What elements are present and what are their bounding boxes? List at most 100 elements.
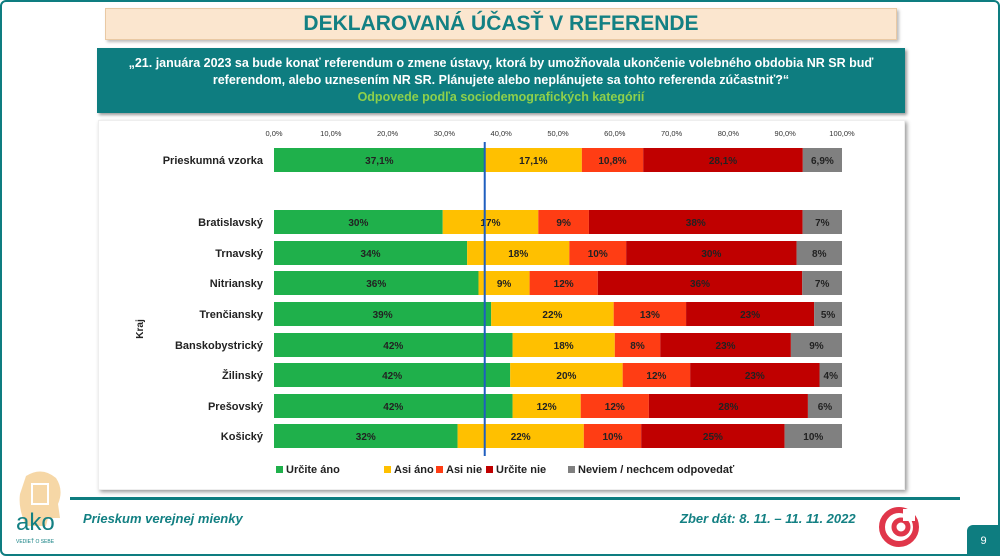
data-label: 30% bbox=[348, 218, 368, 229]
bar-segment bbox=[538, 210, 589, 234]
data-label: 8% bbox=[630, 341, 645, 352]
title-box: DEKLAROVANÁ ÚČASŤ V REFERENDE bbox=[105, 8, 897, 40]
data-label: 18% bbox=[508, 249, 528, 260]
legend-swatch bbox=[436, 466, 443, 473]
bar-segment bbox=[274, 210, 443, 234]
footer-date-range: Zber dát: 8. 11. – 11. 11. 2022 bbox=[680, 511, 856, 526]
data-label: 32% bbox=[356, 432, 376, 443]
bar-segment bbox=[512, 394, 581, 418]
bar-segment bbox=[648, 394, 808, 418]
data-label: 10% bbox=[602, 432, 622, 443]
bar-segment bbox=[274, 424, 458, 448]
bar-segment bbox=[802, 271, 842, 295]
chart-panel: 0,0% 10,0% 20,0% 30,0% 40,0% 50,0% 60,0% 70,0% 8… bbox=[98, 120, 905, 490]
slide-title: DEKLAROVANÁ ÚČASŤ V REFERENDE bbox=[303, 12, 699, 35]
x-tick-label: 60,0% bbox=[604, 129, 626, 138]
bar-segment bbox=[457, 424, 584, 448]
bar-segment bbox=[274, 271, 479, 295]
data-label: 28% bbox=[718, 402, 738, 413]
data-label: 37,1% bbox=[365, 156, 393, 167]
data-label: 17,1% bbox=[519, 156, 547, 167]
bar-segment bbox=[274, 394, 513, 418]
bar-segment bbox=[580, 394, 649, 418]
bar-segment bbox=[274, 363, 511, 387]
bar-segment bbox=[614, 333, 661, 357]
bar-segment bbox=[626, 241, 797, 265]
category-label: Banskobystrický bbox=[175, 340, 264, 352]
data-label: 17% bbox=[481, 218, 501, 229]
bar-segment bbox=[569, 241, 627, 265]
bar-segment bbox=[819, 363, 842, 387]
bar-segment bbox=[796, 241, 842, 265]
data-label: 8% bbox=[812, 249, 827, 260]
data-label: 42% bbox=[382, 371, 402, 382]
subtitle: Odpovede podľa sociodemografických kateg… bbox=[357, 90, 645, 104]
footer-survey-label: Prieskum verejnej mienky bbox=[83, 511, 243, 526]
data-label: 28,1% bbox=[709, 156, 737, 167]
bar-segment bbox=[643, 148, 803, 172]
bar-segment bbox=[588, 210, 803, 234]
bar-segment bbox=[660, 333, 791, 357]
legend-swatch bbox=[568, 466, 575, 473]
legend-label: Asi nie bbox=[446, 464, 482, 476]
data-label: 12% bbox=[537, 402, 557, 413]
data-label: 18% bbox=[554, 341, 574, 352]
data-label: 9% bbox=[809, 341, 824, 352]
group-axis-label: Kraj bbox=[135, 319, 146, 339]
bar-segment bbox=[597, 271, 803, 295]
bar-segment bbox=[686, 302, 815, 326]
data-label: 5% bbox=[821, 310, 836, 321]
data-label: 38% bbox=[686, 218, 706, 229]
bar-segment bbox=[478, 271, 530, 295]
data-label: 4% bbox=[824, 371, 839, 382]
data-label: 23% bbox=[745, 371, 765, 382]
data-label: 25% bbox=[703, 432, 723, 443]
bar-segment bbox=[274, 241, 468, 265]
data-label: 6% bbox=[818, 402, 833, 413]
bar-segment bbox=[622, 363, 691, 387]
data-label: 22% bbox=[542, 310, 562, 321]
x-tick-label: 70,0% bbox=[661, 129, 683, 138]
bar-segment bbox=[802, 210, 842, 234]
data-label: 10,8% bbox=[598, 156, 626, 167]
bar-segment bbox=[581, 148, 644, 172]
ako-logo: ako VEDIEŤ O SEBE bbox=[16, 471, 61, 545]
question-box: „21. januára 2023 sa bude konať referend… bbox=[97, 48, 905, 113]
data-label: 6,9% bbox=[811, 156, 834, 167]
bar-segment bbox=[529, 271, 598, 295]
category-label: Trenčiansky bbox=[199, 309, 263, 321]
bar-segment bbox=[613, 302, 687, 326]
data-label: 39% bbox=[373, 310, 393, 321]
legend-swatch bbox=[486, 466, 493, 473]
x-tick-label: 0,0% bbox=[265, 129, 282, 138]
data-label: 9% bbox=[556, 218, 571, 229]
x-tick-label: 50,0% bbox=[547, 129, 569, 138]
data-label: 42% bbox=[383, 402, 403, 413]
x-tick-label: 20,0% bbox=[377, 129, 399, 138]
data-label: 13% bbox=[640, 310, 660, 321]
data-label: 42% bbox=[383, 341, 403, 352]
bar-segment bbox=[512, 333, 615, 357]
legend-label: Asi áno bbox=[394, 464, 434, 476]
data-label: 7% bbox=[815, 279, 830, 290]
svg-text:ako: ako bbox=[16, 509, 55, 536]
x-tick-label: 100,0% bbox=[829, 129, 855, 138]
category-label: Trnavský bbox=[215, 248, 264, 260]
page-number: 9 bbox=[967, 525, 1000, 556]
data-label: 7% bbox=[815, 218, 830, 229]
data-label: 12% bbox=[554, 279, 574, 290]
x-tick-label: 80,0% bbox=[718, 129, 740, 138]
x-tick-label: 30,0% bbox=[434, 129, 456, 138]
data-label: 34% bbox=[361, 249, 381, 260]
data-label: 10% bbox=[588, 249, 608, 260]
bar-segment bbox=[274, 333, 513, 357]
x-tick-label: 40,0% bbox=[491, 129, 513, 138]
legend-label: Určite nie bbox=[496, 464, 546, 476]
bar-segment bbox=[790, 333, 842, 357]
data-label: 36% bbox=[366, 279, 386, 290]
category-label: Prešovský bbox=[208, 401, 264, 413]
svg-text:VEDIEŤ O SEBE: VEDIEŤ O SEBE bbox=[16, 537, 55, 545]
bar-segment bbox=[583, 424, 642, 448]
bar-segment bbox=[510, 363, 623, 387]
